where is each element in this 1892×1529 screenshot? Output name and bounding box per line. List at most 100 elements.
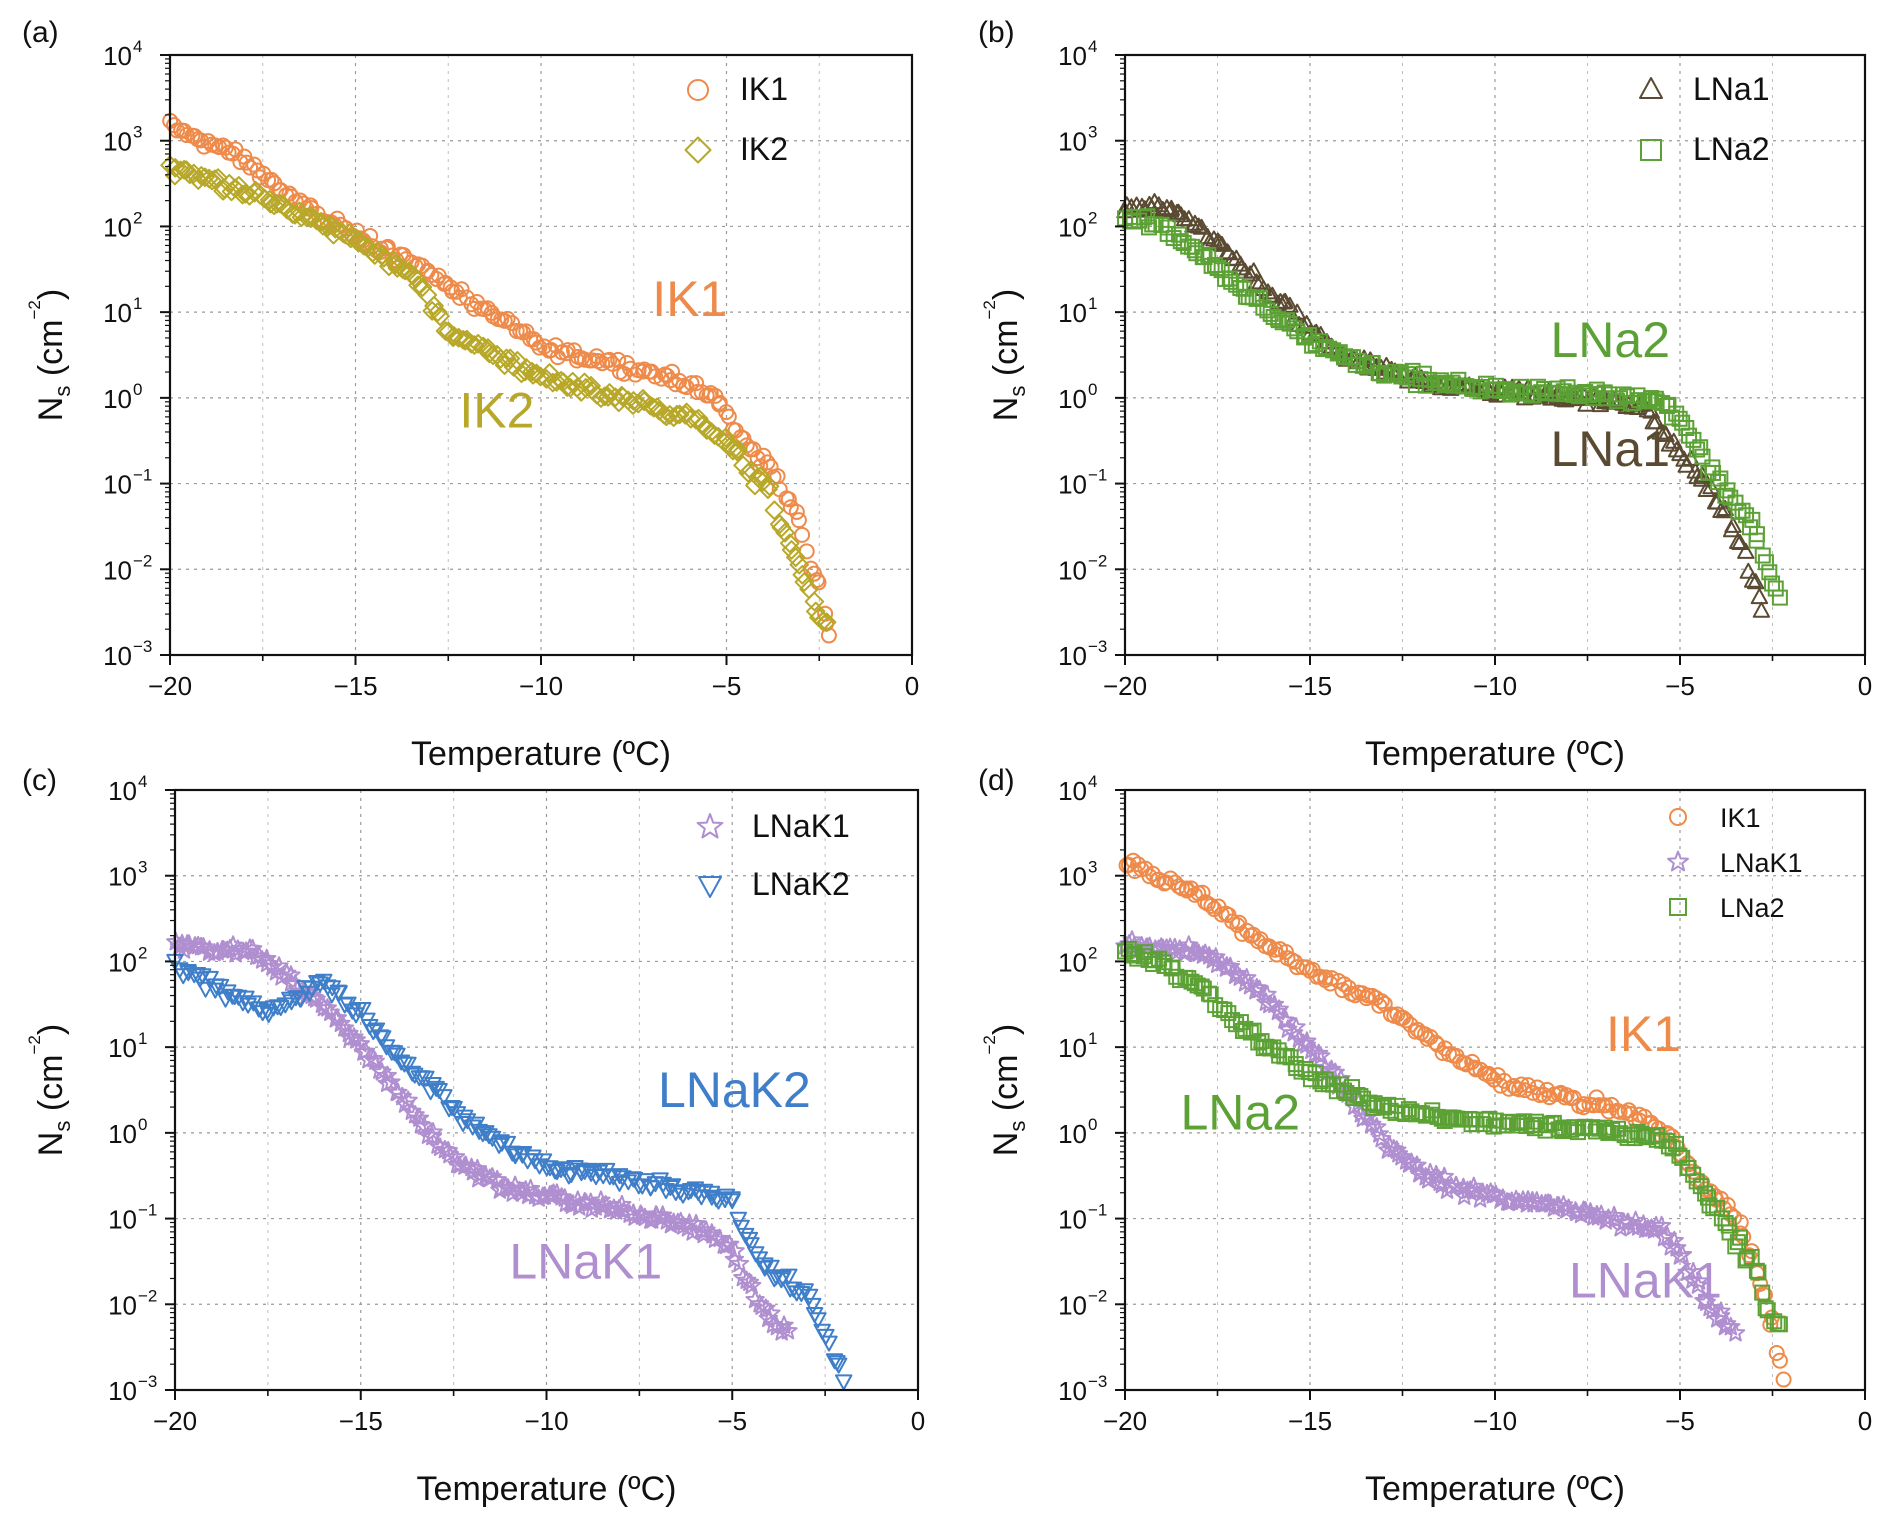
- series-LNa2: [1117, 940, 1788, 1333]
- data-point: [1192, 218, 1211, 235]
- x-tick-label: −15: [1288, 1406, 1332, 1436]
- legend: IK1 IK2: [684, 71, 788, 167]
- data-point: [614, 1170, 632, 1187]
- data-point: [825, 1353, 844, 1370]
- series-LNaK1: [166, 931, 798, 1341]
- data-point: [1660, 435, 1679, 452]
- data-point: [1414, 1105, 1431, 1122]
- data-point: [1686, 462, 1704, 479]
- legend-marker: [696, 813, 724, 839]
- data-point: [1604, 1121, 1621, 1138]
- data-point: [1210, 234, 1229, 251]
- legend-marker: [1639, 77, 1663, 99]
- data-point: [1775, 1371, 1792, 1388]
- data-point: [1683, 1261, 1703, 1281]
- data-point: [546, 372, 567, 392]
- x-tick-label: −20: [1103, 1406, 1147, 1436]
- data-point: [667, 376, 684, 393]
- data-point: [740, 1231, 759, 1248]
- data-point: [478, 338, 498, 358]
- data-point: [1566, 1119, 1583, 1136]
- data-point: [739, 1272, 759, 1291]
- data-point: [790, 512, 807, 529]
- series-inline-label: LNaK2: [658, 1062, 811, 1118]
- data-point: [377, 1039, 396, 1056]
- series-inline-label: IK2: [459, 383, 534, 439]
- data-point: [1748, 1262, 1765, 1279]
- y-tick-label: 10: [1058, 862, 1087, 892]
- data-point: [381, 1072, 401, 1091]
- data-point: [242, 159, 259, 176]
- data-point: [267, 194, 287, 214]
- data-point: [1709, 1199, 1726, 1216]
- data-point: [1311, 1046, 1331, 1065]
- data-point: [660, 405, 680, 425]
- data-point: [178, 127, 195, 144]
- x-tick-label: −15: [339, 1406, 383, 1436]
- data-point: [430, 306, 450, 326]
- series-LNa2: [1117, 208, 1788, 606]
- x-tick-label: −10: [524, 1406, 568, 1436]
- y-tick-label: 10: [1058, 555, 1087, 585]
- data-point: [775, 522, 795, 543]
- data-point: [1227, 963, 1247, 983]
- data-point: [1556, 1089, 1573, 1106]
- y-axis-title: Ns (cm−2): [25, 289, 75, 421]
- data-point: [272, 1000, 290, 1016]
- data-point: [679, 1213, 700, 1232]
- data-point: [184, 163, 204, 184]
- data-point: [717, 1188, 736, 1205]
- data-point: [422, 1126, 442, 1146]
- data-point: [1734, 502, 1751, 519]
- y-tick-exponent: 3: [133, 123, 142, 142]
- data-point: [1771, 1352, 1788, 1369]
- data-point: [543, 372, 563, 393]
- data-point: [1288, 1060, 1305, 1077]
- x-tick-label: −20: [148, 671, 192, 701]
- data-point: [311, 976, 329, 993]
- data-point: [716, 1235, 736, 1255]
- data-point: [254, 1005, 272, 1022]
- data-point: [1430, 1172, 1450, 1191]
- data-point: [1257, 984, 1277, 1003]
- data-point: [1139, 208, 1156, 225]
- y-axis-title-close: ): [987, 289, 1025, 300]
- data-point: [435, 1089, 453, 1106]
- data-point: [681, 409, 701, 429]
- data-point: [1247, 978, 1267, 997]
- data-point: [523, 365, 543, 385]
- y-tick-exponent: 0: [1088, 1115, 1097, 1134]
- data-point: [1717, 1215, 1734, 1232]
- data-point: [1711, 1301, 1731, 1320]
- data-point: [1697, 1185, 1714, 1202]
- data-point: [1752, 601, 1771, 618]
- data-point: [1168, 968, 1185, 985]
- data-point: [490, 349, 511, 369]
- y-axis-title-close: ): [987, 1024, 1025, 1035]
- data-point: [327, 1008, 347, 1027]
- data-point: [1436, 1112, 1453, 1129]
- data-point: [653, 1205, 673, 1224]
- data-point: [1429, 1036, 1446, 1053]
- data-point: [379, 256, 399, 276]
- data-point: [800, 1288, 819, 1305]
- y-tick-label: 10: [108, 776, 137, 806]
- data-point: [1729, 1234, 1746, 1251]
- data-point: [257, 948, 277, 968]
- series-IK1: [1118, 852, 1792, 1388]
- legend-marker: [1669, 898, 1687, 916]
- data-point: [1681, 427, 1698, 444]
- y-tick-exponent: 3: [1088, 123, 1097, 142]
- data-point: [1237, 968, 1257, 987]
- data-point: [1672, 1244, 1693, 1264]
- data-point: [1771, 589, 1788, 606]
- data-point: [1725, 1323, 1746, 1342]
- data-point: [330, 985, 348, 1002]
- legend: IK1 LNaK1 LNa2: [1667, 803, 1803, 923]
- data-point: [569, 1197, 589, 1216]
- data-point: [541, 1160, 559, 1177]
- data-point: [1278, 1048, 1295, 1065]
- data-point: [729, 1253, 750, 1273]
- data-point: [1724, 516, 1742, 533]
